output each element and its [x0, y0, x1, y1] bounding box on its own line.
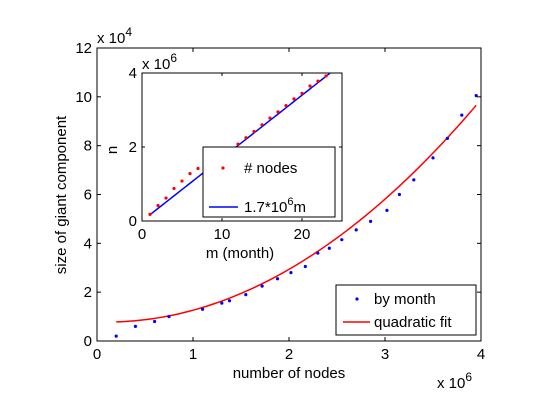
main-data-point — [244, 293, 248, 297]
main-x-tick-label: 0 — [93, 346, 101, 363]
inset-data-point — [188, 172, 192, 176]
legend-label-linear-fit-suffix: m — [294, 199, 307, 216]
inset-x-tick-label: 10 — [214, 226, 231, 243]
legend-marker-nodes — [221, 166, 225, 170]
main-data-point — [385, 208, 389, 212]
main-y-multiplier-exp: 4 — [125, 25, 132, 39]
inset-fit-layer — [149, 72, 331, 216]
main-data-point — [227, 299, 232, 303]
inset-data-point — [244, 136, 248, 140]
main-data-point — [220, 301, 224, 305]
inset-x-tick-label: 0 — [138, 226, 146, 243]
main-x-multiplier-exp: 6 — [465, 370, 472, 384]
main-data-point — [354, 228, 358, 232]
legend-label-nodes: # nodes — [244, 160, 297, 177]
main-data-point — [369, 219, 373, 223]
main-data-point — [153, 319, 157, 324]
inset-data-point — [284, 103, 288, 108]
main-data-point — [316, 251, 320, 255]
inset-data-point — [268, 116, 272, 120]
inset-data-point — [148, 212, 152, 216]
main-y-tick-label: 4 — [84, 235, 92, 252]
inset-legend-box — [202, 146, 336, 218]
main-x-multiplier: x 106 — [437, 370, 472, 392]
main-data-point — [327, 246, 331, 250]
inset-y-tick-label: 0 — [129, 213, 137, 230]
main-y-multiplier-base: x 10 — [97, 30, 125, 47]
inset-y-multiplier: x 106 — [142, 51, 177, 73]
inset-data-point — [300, 91, 304, 95]
legend-label-quadratic-fit: quadratic fit — [374, 314, 452, 331]
inset-data-point — [252, 129, 256, 134]
main-y-tick-label: 6 — [84, 187, 92, 204]
main-data-point — [114, 334, 118, 338]
main-data-point — [260, 284, 264, 288]
main-y-tick-label: 10 — [75, 89, 92, 106]
legend-label-by-month: by month — [374, 291, 436, 308]
inset-data-point — [180, 179, 184, 183]
main-data-point — [133, 324, 137, 328]
main-y-tick-label: 0 — [84, 333, 92, 350]
main-data-point — [275, 277, 280, 281]
inset-fit-line — [149, 72, 331, 216]
inset-data-point — [324, 74, 328, 78]
main-data-point — [303, 264, 307, 269]
legend-label-linear-fit: 1.7*106m — [244, 196, 306, 216]
main-x-tick-label: 2 — [285, 346, 293, 363]
inset-data-point — [316, 79, 320, 83]
legend-marker-by-month — [355, 297, 359, 301]
inset-data-point — [236, 142, 240, 146]
inset-data-point — [196, 166, 200, 171]
main-fit-line — [116, 104, 477, 323]
inset-y-tick-label: 4 — [129, 65, 137, 82]
main-x-tick-label: 3 — [381, 346, 389, 363]
main-y-tick-label: 12 — [75, 40, 92, 57]
inset-data-point — [164, 196, 168, 200]
main-data-point — [431, 156, 435, 160]
main-data-point — [201, 307, 205, 311]
main-y-tick-label: 8 — [84, 138, 92, 155]
main-data-point — [474, 94, 478, 98]
inset-x-label: m (month) — [206, 245, 274, 262]
main-x-tick-label: 1 — [189, 346, 197, 363]
inset-y-tick-label: 2 — [129, 139, 137, 156]
inset-data-point — [260, 123, 264, 127]
inset-y-label: n — [104, 146, 121, 154]
inset-legend: # nodes 1.7*106m — [202, 146, 336, 218]
inset-data-point — [308, 84, 312, 88]
main-y-label: size of giant component — [53, 115, 70, 274]
inset-data-point — [276, 110, 280, 114]
inset-x-tick-label: 20 — [294, 226, 311, 243]
main-data-point — [397, 192, 401, 197]
inset-ticks: 0 10 20 0 2 4 — [129, 65, 342, 243]
inset-data-point — [172, 186, 176, 191]
main-fit-layer — [116, 104, 477, 323]
inset-y-multiplier-base: x 10 — [142, 56, 170, 73]
main-data-point — [445, 136, 449, 140]
main-data-point — [167, 314, 171, 319]
inset-data-point — [156, 203, 160, 208]
main-x-label: number of nodes — [233, 365, 346, 382]
main-data-point — [460, 113, 464, 117]
main-y-tick-label: 2 — [84, 284, 92, 301]
main-data-point — [289, 271, 293, 275]
main-legend: by month quadratic fit — [335, 284, 477, 336]
main-data-point — [340, 238, 344, 242]
main-points-layer — [114, 94, 478, 338]
inset-data-point — [292, 97, 296, 101]
main-legend-box — [335, 284, 477, 336]
inset-y-multiplier-exp: 6 — [170, 51, 177, 65]
main-y-multiplier: x 104 — [97, 25, 132, 47]
main-x-tick-label: 4 — [477, 346, 485, 363]
legend-label-linear-fit-exp: 6 — [287, 196, 293, 208]
main-data-point — [412, 178, 416, 182]
legend-label-linear-fit-base: 1.7*10 — [244, 199, 287, 216]
main-x-multiplier-base: x 10 — [437, 375, 465, 392]
